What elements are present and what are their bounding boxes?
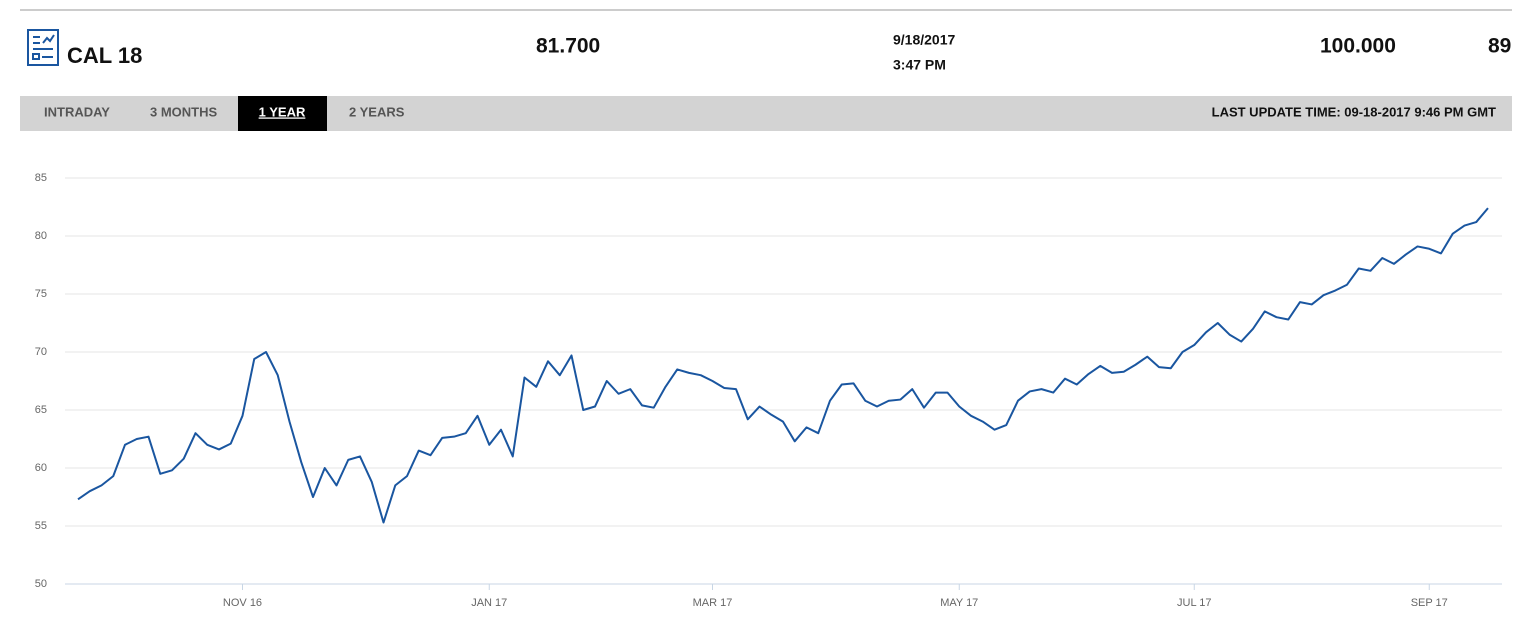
y-tick-label: 50 xyxy=(35,578,47,590)
tab-active[interactable]: 1 YEAR xyxy=(259,104,306,119)
tab[interactable]: 2 YEARS xyxy=(349,104,405,119)
tab[interactable]: INTRADAY xyxy=(44,104,110,119)
x-tick-label: NOV 16 xyxy=(223,597,262,609)
y-tick-label: 60 xyxy=(35,462,47,474)
quote-date: 9/18/2017 xyxy=(893,32,955,48)
y-tick-label: 70 xyxy=(35,346,47,358)
x-tick-label: MAR 17 xyxy=(693,597,733,609)
last-price: 81.700 xyxy=(536,35,600,58)
active-tab-bg xyxy=(238,96,327,131)
x-tick-label: SEP 17 xyxy=(1411,597,1448,609)
y-tick-label: 75 xyxy=(35,288,47,300)
x-tick-label: MAY 17 xyxy=(940,597,978,609)
quote-time: 3:47 PM xyxy=(893,57,946,73)
price-line xyxy=(77,207,1489,524)
y-tick-label: 85 xyxy=(35,172,47,184)
y-tick-label: 65 xyxy=(35,404,47,416)
last-update: LAST UPDATE TIME: 09-18-2017 9:46 PM GMT xyxy=(1212,104,1496,119)
y-tick-label: 80 xyxy=(35,230,47,242)
y-tick-label: 55 xyxy=(35,520,47,532)
tab[interactable]: 3 MONTHS xyxy=(150,104,218,119)
x-tick-label: JUL 17 xyxy=(1177,597,1211,609)
extra-value: 89 xyxy=(1488,35,1511,58)
contract-title: CAL 18 xyxy=(67,43,142,68)
high-price: 100.000 xyxy=(1320,35,1396,58)
x-tick-label: JAN 17 xyxy=(471,597,507,609)
quote-icon xyxy=(27,29,59,66)
